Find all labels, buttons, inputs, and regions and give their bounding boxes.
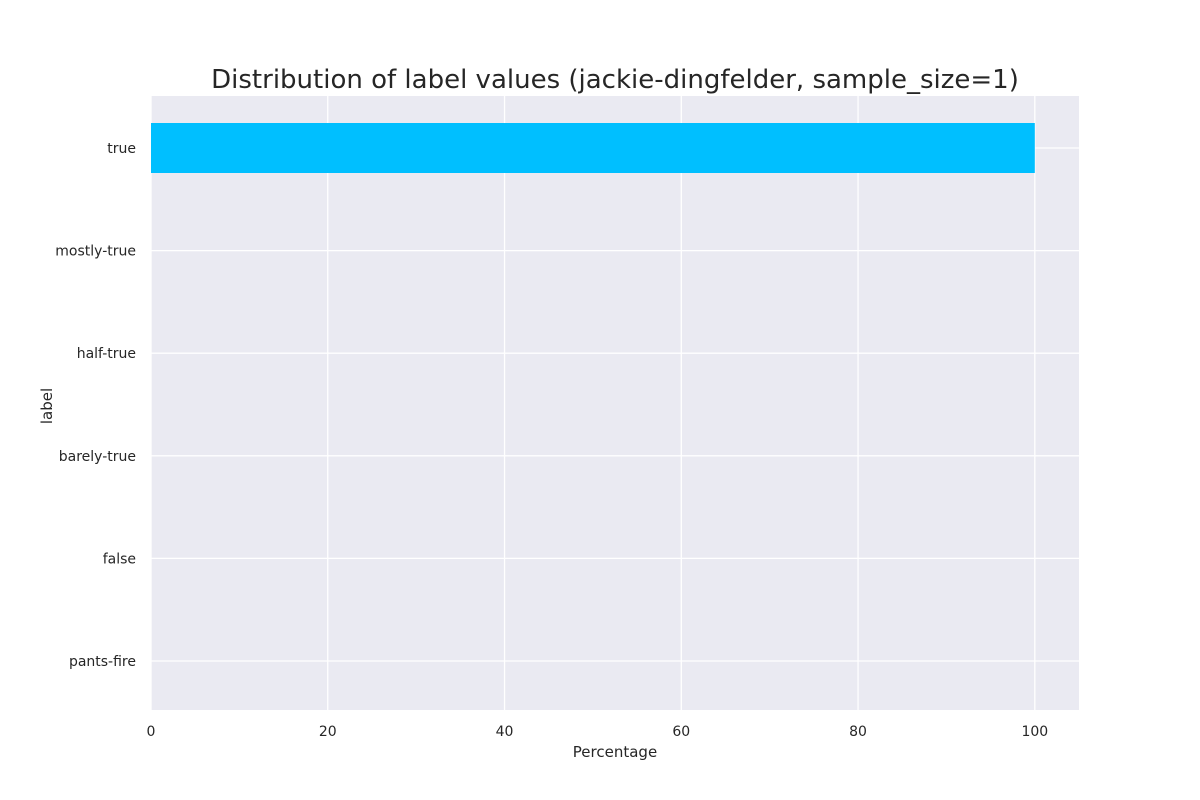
plot-area <box>151 96 1079 710</box>
x-tick-label: 60 <box>672 724 690 740</box>
x-tick-label: 100 <box>1021 724 1048 740</box>
y-tick-label: pants-fire <box>69 654 136 670</box>
y-tick-label: mostly-true <box>55 244 136 260</box>
y-tick-label: barely-true <box>59 449 136 465</box>
x-axis-ticks: 0 20 40 60 80 100 <box>147 724 1049 740</box>
x-tick-label: 20 <box>319 724 337 740</box>
y-tick-label: false <box>103 551 136 567</box>
bars <box>151 123 1035 173</box>
bar-true <box>151 123 1035 173</box>
chart-title: Distribution of label values (jackie-din… <box>211 65 1019 95</box>
y-axis-ticks: true mostly-true half-true barely-true false… <box>55 141 136 670</box>
x-axis-title: Percentage <box>573 743 657 761</box>
x-tick-label: 0 <box>147 724 156 740</box>
y-tick-label: true <box>107 141 136 157</box>
y-axis-title: label <box>38 388 56 424</box>
y-tick-label: half-true <box>77 346 136 362</box>
x-tick-label: 80 <box>849 724 867 740</box>
x-tick-label: 40 <box>496 724 514 740</box>
